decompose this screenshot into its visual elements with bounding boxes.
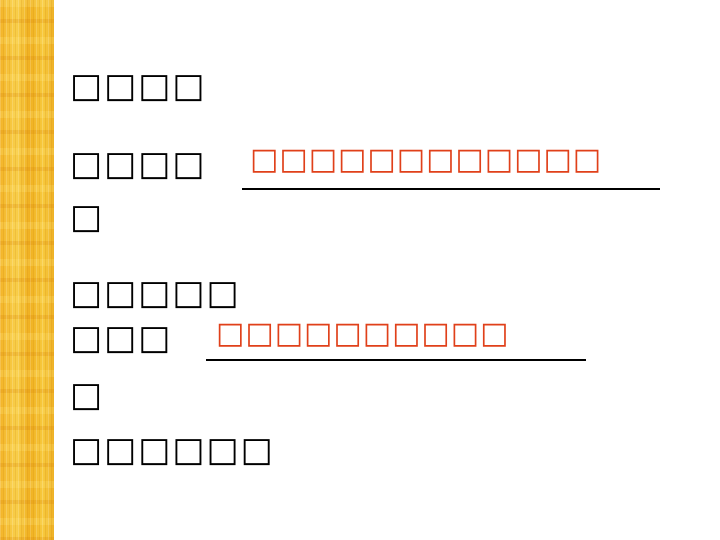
text-line-1: □□□□ xyxy=(70,66,207,106)
text-line-5: □□□□□□ xyxy=(70,430,275,470)
text-line-3: □□□□□ xyxy=(70,273,241,313)
text-line-2: □□□□ xyxy=(70,144,207,184)
text-line-4: □□□ xyxy=(70,318,173,358)
text-line-2-continuation: □ xyxy=(70,197,105,237)
answer-text-2: □□□□□□□□□□ xyxy=(216,316,510,351)
decorative-side-stripe xyxy=(0,0,54,540)
blank-underline-2 xyxy=(206,359,586,361)
answer-text-1: □□□□□□□□□□□□ xyxy=(250,142,603,177)
text-line-4-continuation: □ xyxy=(70,375,105,415)
blank-underline-1 xyxy=(242,188,660,190)
